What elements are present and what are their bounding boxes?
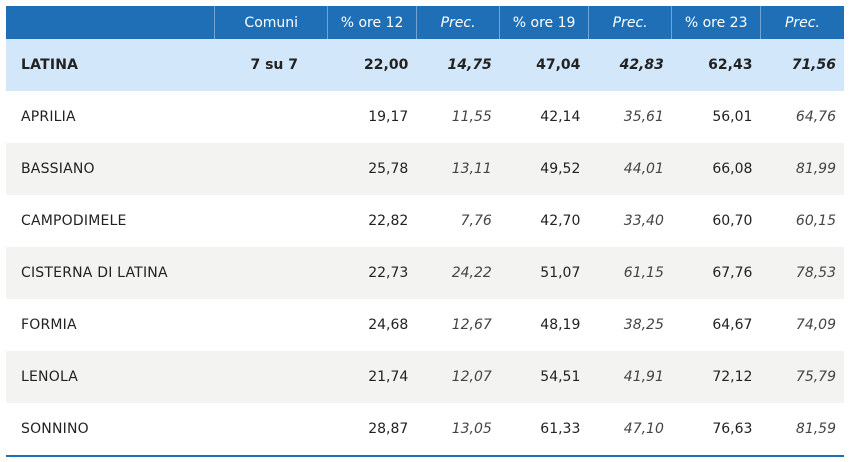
row-ore23: 64,67	[712, 317, 753, 333]
total-row[interactable]: LATINA 7 su 7 22,00 14,75 47,04 42,83 62…	[6, 39, 844, 91]
row-prec12: 12,07	[416, 351, 500, 403]
row-comuni	[214, 247, 328, 299]
row-name: APRILIA	[21, 109, 76, 125]
header-row: Comuni % ore 12 Prec. % ore 19 Prec. % o…	[6, 6, 844, 39]
row-ore12: 19,17	[368, 109, 409, 125]
row-prec19: 35,61	[623, 109, 664, 125]
table-header: Comuni % ore 12 Prec. % ore 19 Prec. % o…	[6, 6, 844, 39]
table-row[interactable]: LENOLA 21,74 12,07 54,51 41,91 72,12 75,…	[6, 351, 844, 403]
table-body: LATINA 7 su 7 22,00 14,75 47,04 42,83 62…	[6, 39, 844, 457]
row-prec23: 74,09	[795, 317, 836, 333]
row-ore12: 28,87	[327, 403, 417, 457]
row-ore12: 22,82	[368, 213, 409, 229]
table-row[interactable]: CAMPODIMELE 22,82 7,76 42,70 33,40 60,70…	[6, 195, 844, 247]
row-ore19: 49,52	[499, 143, 589, 195]
row-ore19: 48,19	[540, 317, 581, 333]
row-ore23: 67,76	[671, 247, 761, 299]
header-ore12: % ore 12	[327, 6, 417, 39]
total-ore12: 22,00	[327, 39, 417, 91]
header-prec23: Prec.	[759, 6, 844, 39]
row-ore19: 61,33	[499, 403, 589, 457]
row-comuni	[215, 91, 328, 143]
total-comuni: 7 su 7	[214, 39, 328, 91]
header-ore23: % ore 23	[671, 6, 761, 39]
header-name	[6, 6, 215, 39]
row-ore23: 60,70	[712, 213, 753, 229]
row-prec19: 44,01	[588, 143, 672, 195]
row-ore12: 25,78	[327, 143, 417, 195]
row-ore23: 72,12	[671, 351, 761, 403]
row-prec23: 78,53	[760, 247, 844, 299]
row-prec23: 81,99	[760, 143, 844, 195]
row-comuni	[214, 143, 328, 195]
row-comuni	[214, 351, 328, 403]
row-ore12: 22,73	[327, 247, 417, 299]
row-prec23: 81,59	[760, 403, 844, 457]
header-prec19: Prec.	[587, 6, 672, 39]
total-ore23: 62,43	[671, 39, 761, 91]
header-ore19: % ore 19	[499, 6, 589, 39]
row-ore23: 56,01	[712, 109, 753, 125]
row-name: FORMIA	[21, 317, 77, 333]
row-ore12: 24,68	[368, 317, 409, 333]
row-prec12: 13,11	[416, 143, 500, 195]
row-prec23: 60,15	[795, 213, 836, 229]
row-comuni	[214, 403, 328, 457]
row-name: SONNINO	[6, 403, 215, 457]
row-prec23: 64,76	[795, 109, 836, 125]
table-row[interactable]: FORMIA 24,68 12,67 48,19 38,25 64,67 74,…	[6, 299, 844, 351]
total-name: LATINA	[6, 39, 215, 91]
row-prec12: 7,76	[460, 213, 492, 229]
row-prec23: 75,79	[760, 351, 844, 403]
total-ore19: 47,04	[499, 39, 589, 91]
row-prec12: 13,05	[416, 403, 500, 457]
table-row[interactable]: CISTERNA DI LATINA 22,73 24,22 51,07 61,…	[6, 247, 844, 299]
row-prec12: 11,55	[451, 109, 492, 125]
total-prec12: 14,75	[416, 39, 500, 91]
total-prec19: 42,83	[588, 39, 672, 91]
turnout-table: Comuni % ore 12 Prec. % ore 19 Prec. % o…	[6, 6, 844, 457]
row-ore19: 54,51	[499, 351, 589, 403]
row-ore19: 51,07	[499, 247, 589, 299]
table-row[interactable]: BASSIANO 25,78 13,11 49,52 44,01 66,08 8…	[6, 143, 844, 195]
row-name: CISTERNA DI LATINA	[6, 247, 215, 299]
row-ore12: 21,74	[327, 351, 417, 403]
row-name: CAMPODIMELE	[21, 213, 127, 229]
row-prec12: 24,22	[416, 247, 500, 299]
row-comuni	[215, 195, 328, 247]
row-ore19: 42,14	[540, 109, 581, 125]
row-name: BASSIANO	[6, 143, 215, 195]
table-row[interactable]: SONNINO 28,87 13,05 61,33 47,10 76,63 81…	[6, 403, 844, 457]
row-name: LENOLA	[6, 351, 215, 403]
row-prec19: 38,25	[623, 317, 664, 333]
row-prec12: 12,67	[451, 317, 492, 333]
row-prec19: 41,91	[588, 351, 672, 403]
row-ore23: 76,63	[671, 403, 761, 457]
row-ore23: 66,08	[671, 143, 761, 195]
row-prec19: 33,40	[623, 213, 664, 229]
row-prec19: 47,10	[588, 403, 672, 457]
total-prec23: 71,56	[760, 39, 844, 91]
row-comuni	[215, 299, 328, 351]
header-comuni: Comuni	[214, 6, 328, 39]
table-row[interactable]: APRILIA 19,17 11,55 42,14 35,61 56,01 64…	[6, 91, 844, 143]
header-prec12: Prec.	[415, 6, 500, 39]
row-ore19: 42,70	[540, 213, 581, 229]
row-prec19: 61,15	[588, 247, 672, 299]
